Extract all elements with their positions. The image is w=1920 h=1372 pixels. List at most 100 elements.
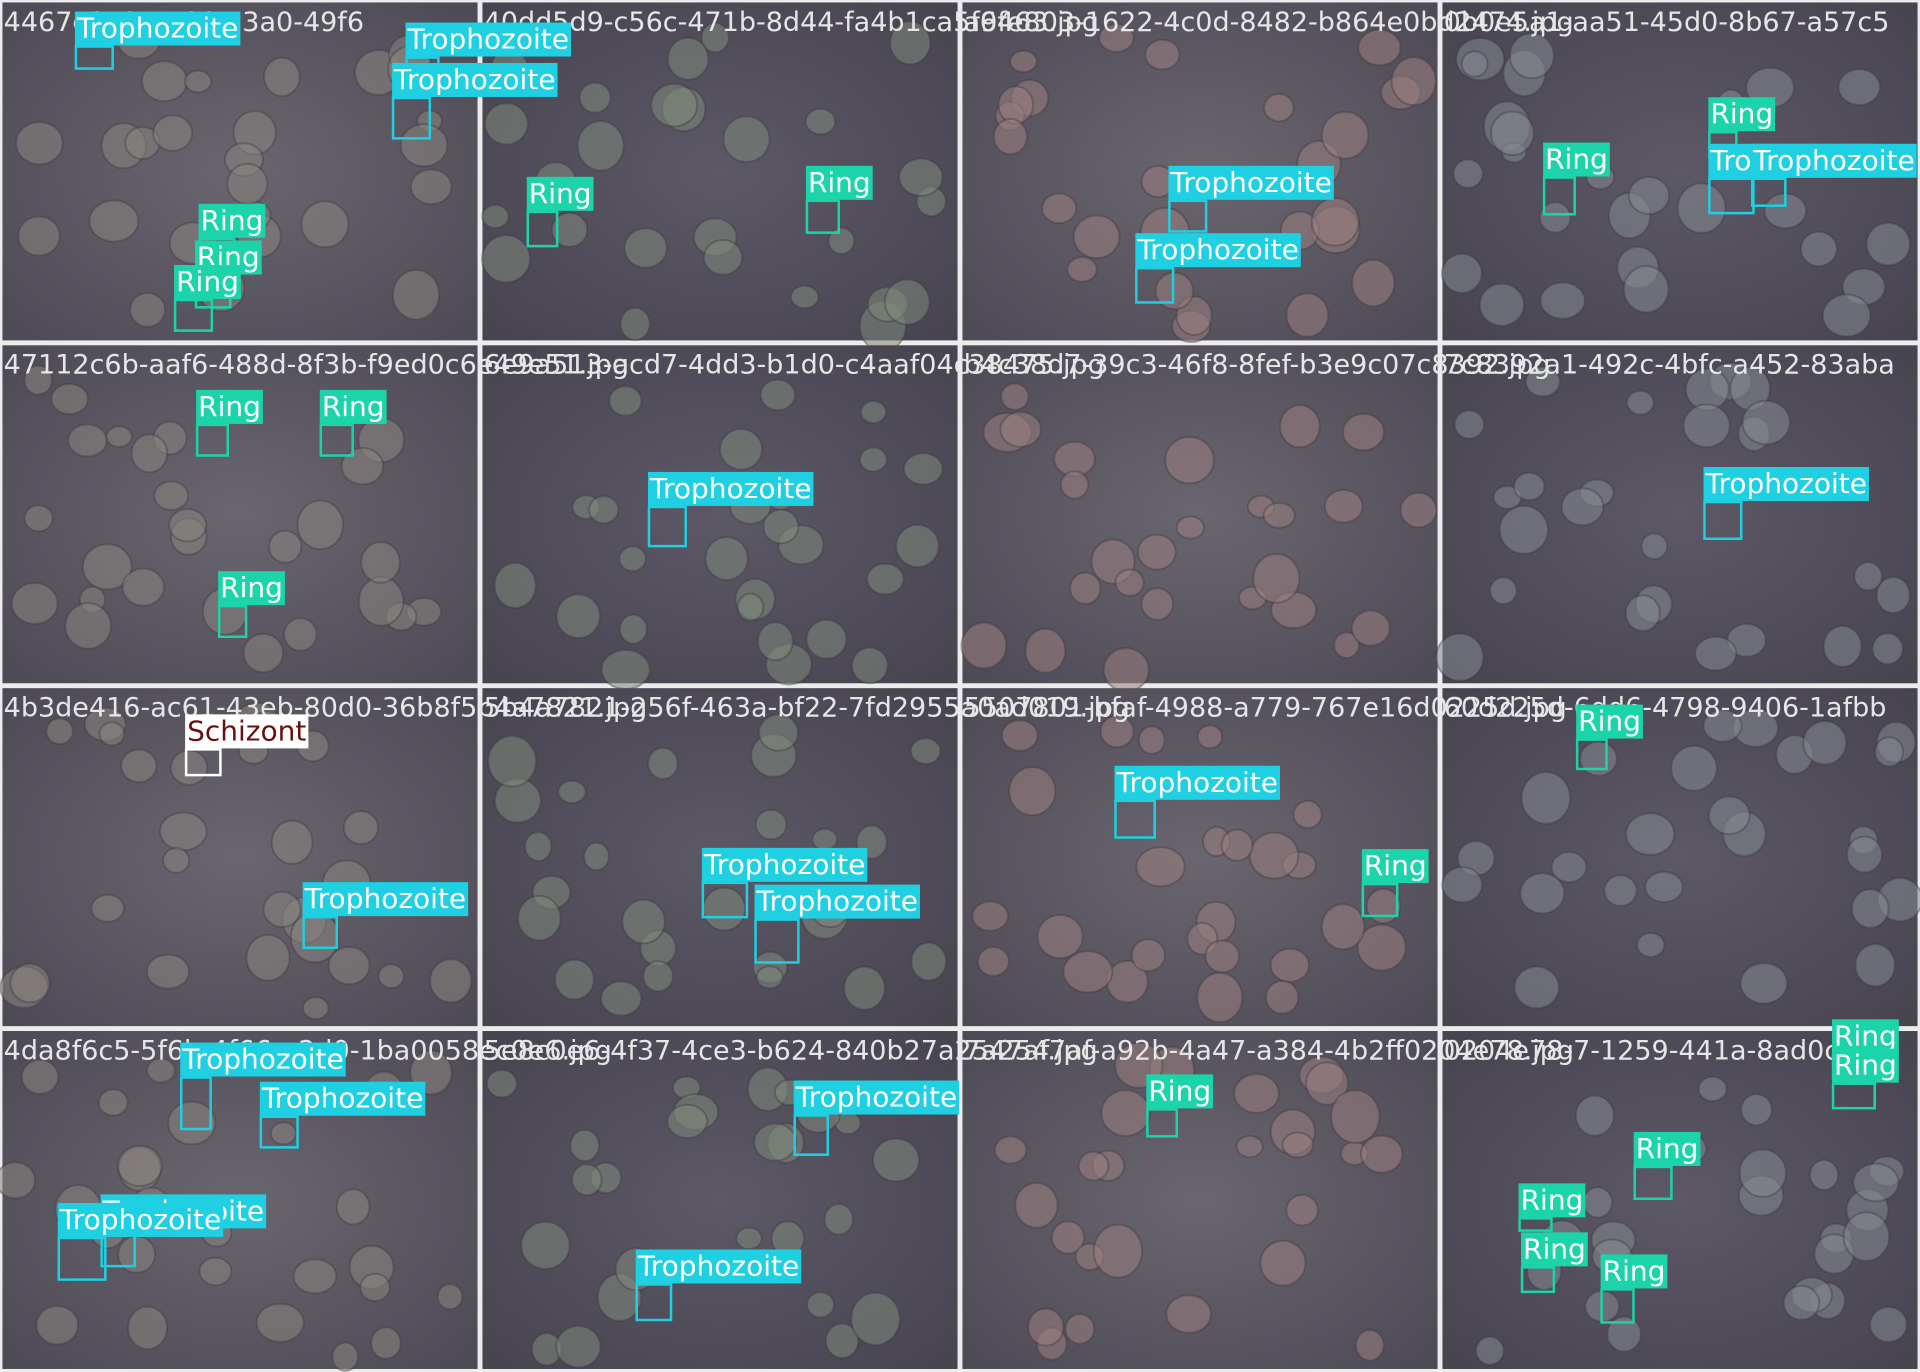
cell xyxy=(1000,719,1039,752)
cell xyxy=(621,898,666,945)
cell xyxy=(805,618,848,660)
label-background xyxy=(1832,1048,1899,1083)
cell xyxy=(1359,1134,1404,1174)
cell xyxy=(1320,903,1366,951)
cell xyxy=(1330,1089,1381,1144)
cell xyxy=(1622,265,1670,314)
cell xyxy=(647,746,679,781)
label-background xyxy=(174,265,241,299)
tile-image xyxy=(962,688,1438,1027)
label-background xyxy=(1543,142,1610,177)
detection-label: Ring xyxy=(1578,705,1641,738)
label-background xyxy=(647,471,814,506)
bounding-box xyxy=(526,210,559,248)
cell xyxy=(859,400,888,425)
cell xyxy=(269,1121,298,1146)
label-background xyxy=(218,571,285,606)
cell xyxy=(1041,192,1078,225)
cell xyxy=(1165,1294,1213,1334)
cell xyxy=(1582,1186,1614,1219)
cell xyxy=(1285,292,1330,338)
cell xyxy=(300,200,350,249)
cell xyxy=(1845,835,1884,874)
filename: b4c38d7-39c3-46f8-8fef-b3e9c07c8392.jpg xyxy=(964,350,1551,381)
cell xyxy=(226,162,269,206)
label-background xyxy=(635,1249,802,1284)
cell xyxy=(858,446,888,473)
cell xyxy=(1036,913,1084,960)
cell xyxy=(1524,365,1561,398)
cell xyxy=(1196,724,1224,750)
cell xyxy=(600,980,643,1017)
label-background xyxy=(198,203,266,238)
cell xyxy=(359,1272,391,1302)
cell xyxy=(1114,568,1145,597)
label-background xyxy=(1832,1019,1899,1054)
cell xyxy=(578,81,612,114)
bounding-box xyxy=(1600,1288,1635,1324)
cell xyxy=(1869,1306,1908,1343)
cell xyxy=(1489,576,1518,606)
cell xyxy=(1539,281,1586,320)
cell xyxy=(1853,561,1883,592)
cell xyxy=(1263,92,1295,123)
cell xyxy=(666,36,710,81)
cell xyxy=(1739,962,1789,1005)
cell xyxy=(1560,487,1605,527)
cell xyxy=(1707,795,1751,836)
cell xyxy=(1077,1150,1110,1182)
bounding-box xyxy=(1114,799,1156,839)
bounding-box xyxy=(173,298,214,332)
cell xyxy=(1204,939,1241,974)
cell xyxy=(1538,201,1572,234)
cell xyxy=(1850,888,1890,929)
cell xyxy=(1027,1307,1065,1347)
cell xyxy=(758,713,800,752)
cell xyxy=(121,567,166,607)
cell xyxy=(1269,947,1311,983)
cell xyxy=(1627,176,1671,215)
label-background xyxy=(1361,849,1429,884)
cell xyxy=(1822,624,1863,668)
cell xyxy=(997,85,1035,125)
cell xyxy=(1175,295,1213,336)
filename: 5507801-bfaf-4988-a779-767e16d0225d.jpg xyxy=(964,692,1567,723)
cell xyxy=(1740,1093,1773,1127)
detection-label: Ring xyxy=(808,166,871,199)
detection-layer: Trophozoite TrophozoiteTrophozoiteRingRin… xyxy=(57,11,1917,1324)
cell xyxy=(850,646,889,685)
detection-label: Ring xyxy=(201,204,264,237)
cell xyxy=(619,306,651,342)
cell xyxy=(146,1057,176,1084)
cell xyxy=(391,268,441,321)
cell xyxy=(377,963,405,990)
detection-label: Ring xyxy=(322,390,385,423)
detection-label: Trophozoite xyxy=(1116,766,1278,799)
cell xyxy=(335,1188,371,1226)
label-background xyxy=(259,1081,426,1116)
cell xyxy=(360,540,401,584)
cell xyxy=(650,82,699,128)
cell xyxy=(169,749,209,786)
cell xyxy=(1281,1131,1315,1159)
cell xyxy=(600,648,651,691)
cell xyxy=(1478,282,1525,327)
cell xyxy=(523,831,553,862)
cell xyxy=(1365,887,1402,925)
cell xyxy=(1574,1094,1615,1137)
label-background xyxy=(1168,165,1334,200)
cell xyxy=(1140,587,1175,621)
cell xyxy=(1064,1313,1096,1345)
cell xyxy=(1072,214,1121,260)
bounding-box xyxy=(391,96,432,140)
bounding-box xyxy=(259,1115,299,1149)
label-background xyxy=(805,165,873,200)
cell xyxy=(1440,252,1483,294)
cell xyxy=(1333,631,1360,659)
bounding-box xyxy=(74,45,114,70)
detection-label: Trophozoite xyxy=(1136,233,1298,266)
bounding-box xyxy=(793,1114,830,1156)
cell xyxy=(50,382,89,416)
bounding-box xyxy=(1831,1082,1876,1110)
cell xyxy=(1508,32,1555,80)
